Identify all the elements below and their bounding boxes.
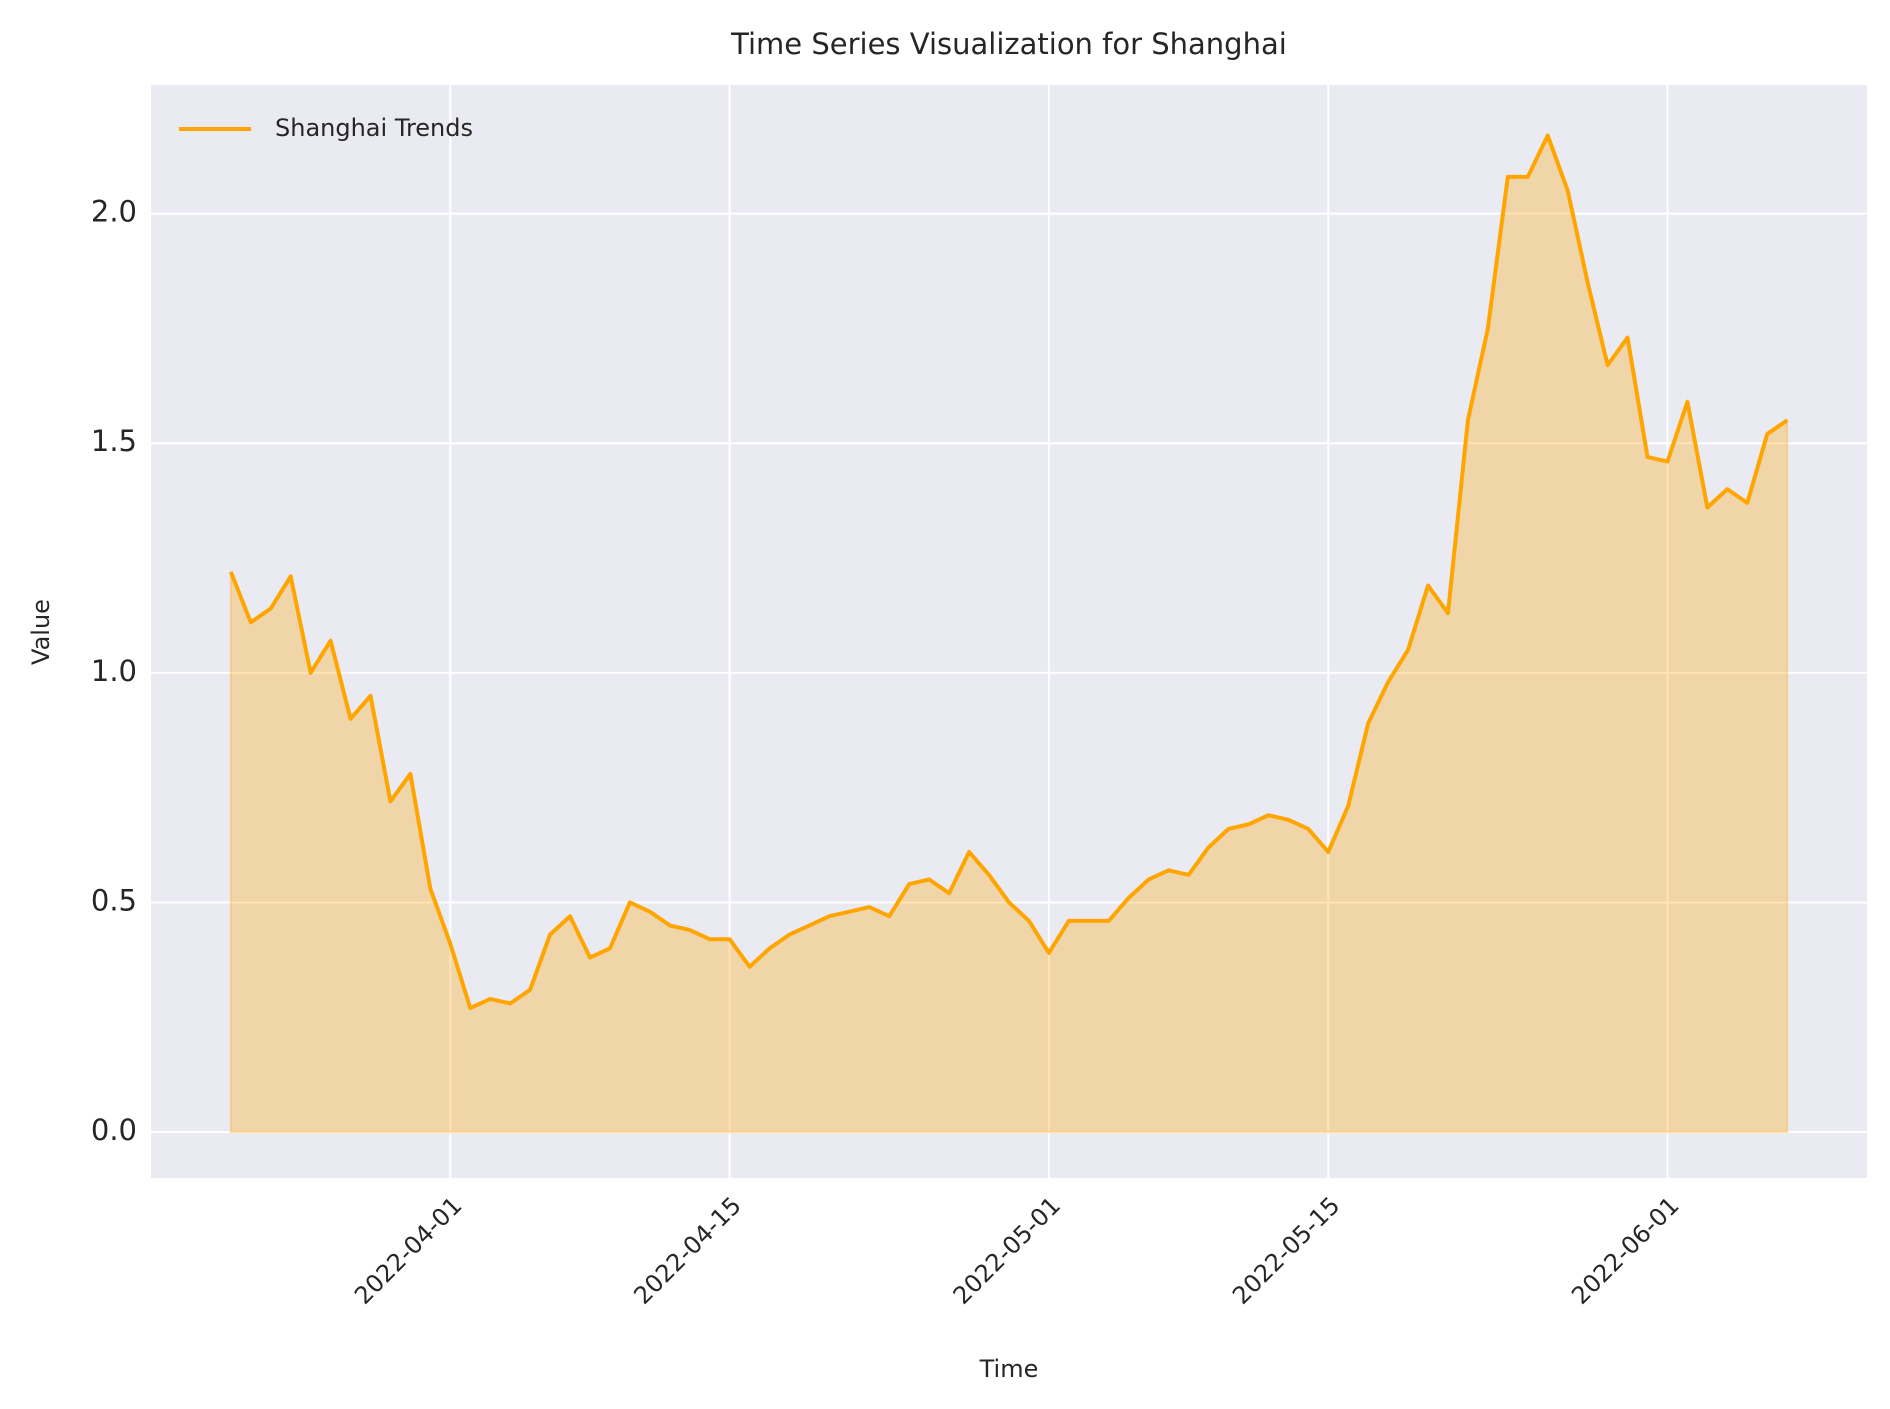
x-tick-label: 2022-05-01 bbox=[948, 1191, 1066, 1309]
x-tick-label: 2022-04-01 bbox=[349, 1191, 467, 1309]
x-axis-label: Time bbox=[979, 1355, 1039, 1383]
y-tick-label: 0.0 bbox=[91, 1113, 137, 1147]
chart-title: Time Series Visualization for Shanghai bbox=[730, 27, 1287, 61]
y-tick-label: 1.5 bbox=[91, 424, 137, 458]
line bbox=[228, 133, 1789, 1011]
y-tick-label: 0.5 bbox=[91, 883, 137, 917]
y-axis-label: Value bbox=[27, 599, 55, 665]
y-tick-label: 2.0 bbox=[91, 195, 137, 229]
x-tick-label: 2022-06-01 bbox=[1566, 1191, 1684, 1309]
x-tick-label: 2022-05-15 bbox=[1227, 1191, 1345, 1309]
y-tick-label: 1.0 bbox=[91, 654, 137, 688]
x-tick-label: 2022-04-15 bbox=[628, 1191, 746, 1309]
plot-background bbox=[151, 85, 1867, 1178]
legend-label: Shanghai Trends bbox=[275, 114, 473, 142]
